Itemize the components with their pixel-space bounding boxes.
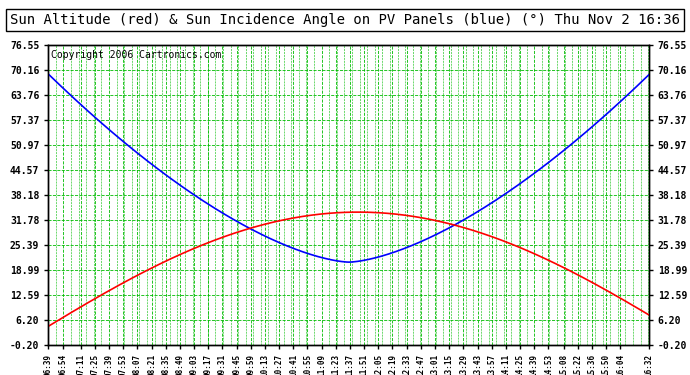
Text: Sun Altitude (red) & Sun Incidence Angle on PV Panels (blue) (°) Thu Nov 2 16:36: Sun Altitude (red) & Sun Incidence Angle… (10, 13, 680, 27)
Text: Copyright 2006 Cartronics.com: Copyright 2006 Cartronics.com (51, 50, 221, 60)
